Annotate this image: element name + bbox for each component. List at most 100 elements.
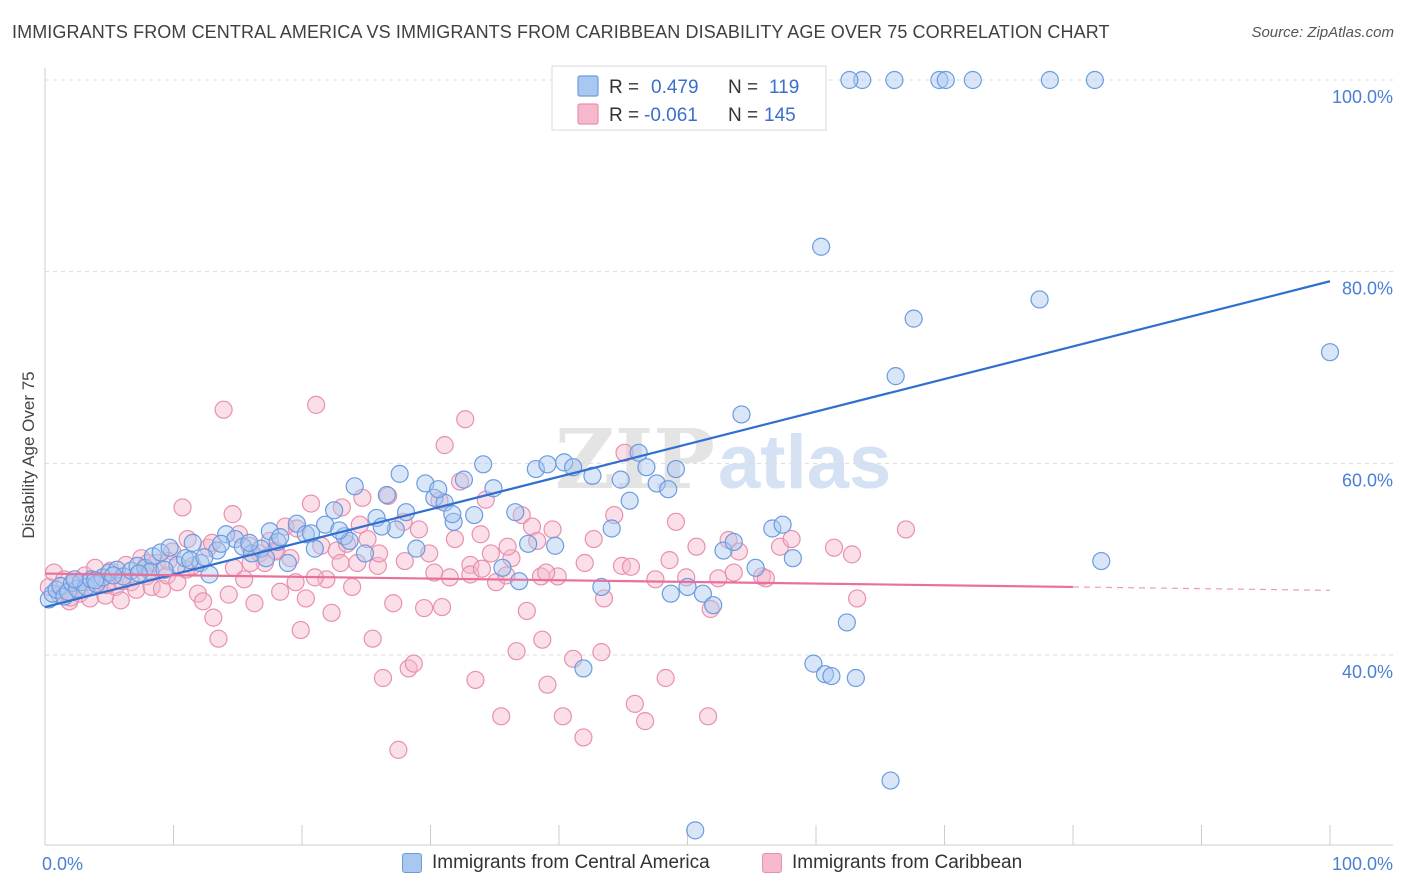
blue-data-point	[296, 525, 315, 544]
pink-data-point	[507, 642, 526, 661]
y-tick-label: 100.0%	[1332, 87, 1393, 107]
legend-blue-r-value: 0.479	[651, 77, 699, 98]
pink-data-point	[472, 559, 491, 578]
blue-data-point	[355, 544, 375, 563]
blue-data-point	[693, 584, 713, 603]
blue-data-point	[305, 539, 324, 558]
blue-data-point	[444, 512, 463, 531]
pink-data-point	[698, 707, 718, 726]
pink-data-point	[235, 570, 254, 589]
pink-data-point	[389, 740, 408, 759]
blue-data-point	[963, 70, 982, 90]
pink-data-point	[317, 570, 336, 589]
blue-data-point	[407, 539, 426, 558]
pink-data-point	[445, 529, 465, 549]
bottom-legend-pink: Immigrants from Caribbean	[762, 852, 1022, 874]
pink-data-point	[287, 519, 306, 538]
chart-title: IMMIGRANTS FROM CENTRAL AMERICA VS IMMIG…	[12, 22, 1110, 42]
pink-data-point	[621, 557, 641, 576]
pink-data-point	[782, 529, 801, 549]
legend-pink-n-label: N =	[728, 105, 758, 126]
blue-data-point	[637, 458, 656, 477]
axes	[44, 68, 1393, 846]
blue-data-point	[1030, 290, 1049, 309]
pink-data-point	[111, 591, 130, 610]
pink-data-point	[575, 553, 594, 573]
legend-blue-r-label: R =	[609, 77, 639, 98]
pink-data-point	[481, 544, 500, 563]
pink-data-point	[656, 668, 675, 688]
pink-data-point	[219, 585, 238, 604]
pink-data-point	[301, 494, 321, 513]
pink-data-point	[533, 630, 552, 649]
pink-data-point	[395, 551, 414, 571]
pink-data-point	[209, 629, 228, 648]
blue-data-point	[377, 485, 396, 505]
blue-data-point	[881, 771, 900, 790]
blue-data-point	[474, 455, 493, 474]
pink-data-point	[363, 629, 382, 648]
pink-data-point	[271, 582, 290, 601]
blue-data-point	[686, 821, 705, 840]
tick-labels: 40.0% 60.0% 80.0% 100.0% 0.0% 100.0%	[42, 87, 1393, 874]
bottom-legend-blue-swatch	[402, 853, 422, 873]
pink-data-point	[537, 563, 556, 582]
pink-data-point	[373, 668, 393, 688]
blue-data-point	[1085, 70, 1104, 90]
blue-data-point	[519, 534, 538, 553]
legend-pink-swatch	[577, 103, 599, 125]
blue-data-point	[278, 553, 297, 573]
pink-data-point	[358, 529, 377, 549]
blue-data-point	[538, 455, 557, 474]
blue-data-point	[763, 519, 782, 538]
bottom-legend-pink-label: Immigrants from Caribbean	[792, 852, 1023, 873]
pink-data-point	[440, 568, 459, 587]
pink-data-point	[824, 538, 844, 557]
pink-data-point	[291, 620, 310, 640]
legend-pink-r-label: R =	[609, 105, 639, 126]
pink-trend-extension	[1072, 586, 1331, 591]
blue-data-point	[659, 480, 678, 499]
blue-data-point	[181, 551, 200, 570]
blue-data-point	[325, 501, 344, 520]
blue-data-point	[853, 70, 872, 90]
pink-data-point	[223, 505, 242, 524]
pink-data-point	[152, 579, 172, 598]
pink-data-point	[543, 520, 562, 539]
pink-trend-line	[44, 572, 1074, 589]
pink-data-point	[584, 529, 603, 549]
blue-data-point	[592, 577, 611, 597]
x-tick-label: 100.0%	[1332, 854, 1393, 874]
pink-data-point	[86, 558, 105, 577]
blue-data-point	[287, 514, 306, 533]
blue-data-point	[555, 453, 574, 472]
pink-data-point	[729, 542, 749, 561]
pink-data-point	[409, 520, 429, 539]
blue-data-point	[345, 477, 364, 496]
pink-data-point	[404, 654, 423, 673]
blue-data-point	[661, 584, 680, 603]
bottom-legend-blue: Immigrants from Central America	[402, 852, 710, 874]
blue-data-point	[386, 520, 405, 539]
blue-data-point	[846, 668, 865, 688]
blue-data-point	[425, 488, 444, 507]
pink-data-point	[456, 410, 475, 429]
legend-blue-n-value: 119	[769, 77, 799, 98]
bottom-legend-pink-swatch	[762, 853, 782, 873]
blue-data-point	[200, 565, 219, 584]
blue-data-point	[195, 548, 214, 567]
pink-data-point	[635, 712, 655, 731]
blue-data-point	[256, 549, 276, 568]
blue-trend-line	[44, 280, 1331, 609]
blue-data-point	[746, 558, 765, 577]
pink-data-point	[605, 505, 624, 525]
pink-data-point	[193, 592, 213, 611]
y-tick-label: 40.0%	[1342, 662, 1393, 682]
blue-data-point	[1320, 343, 1340, 362]
blue-data-point	[546, 536, 565, 555]
pink-data-point	[553, 707, 572, 726]
blue-data-point	[620, 491, 639, 510]
blue-data-point	[574, 659, 593, 678]
pink-data-point	[625, 694, 644, 713]
blue-data-point	[611, 470, 630, 489]
